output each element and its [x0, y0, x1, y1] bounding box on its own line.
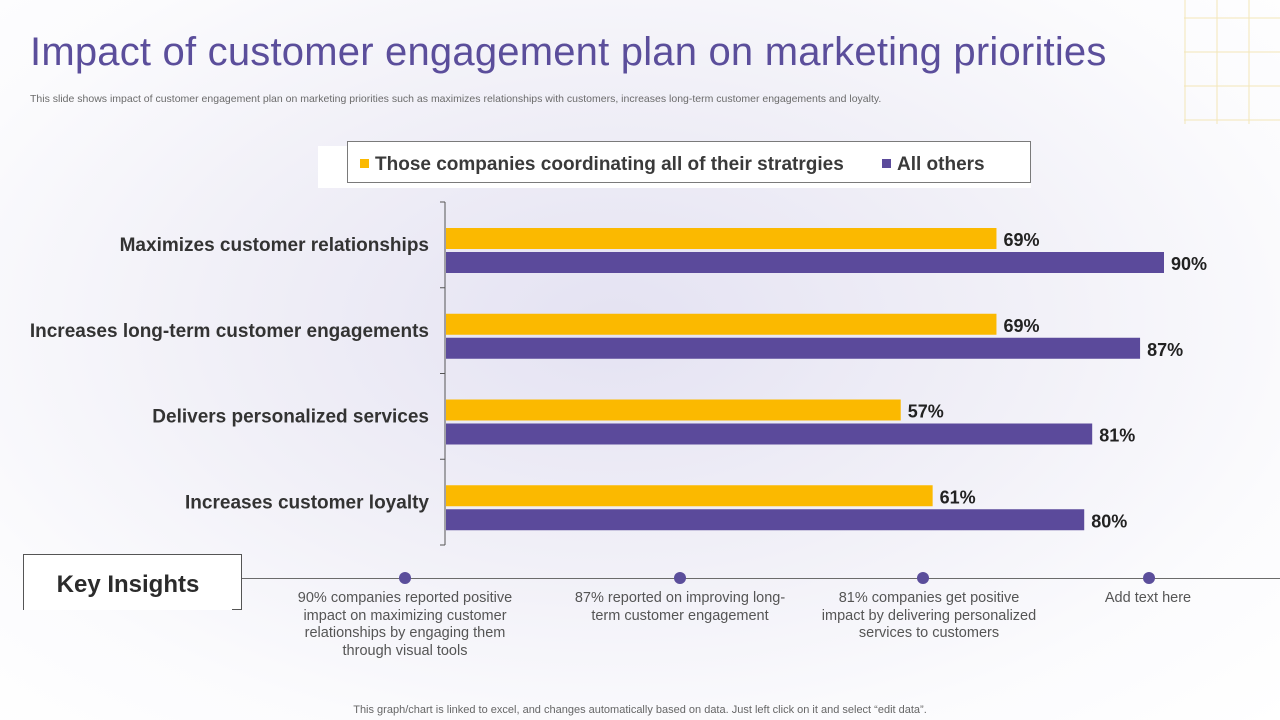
data-label: 61%: [940, 487, 976, 507]
timeline-dot-3: [917, 572, 929, 584]
data-label: 57%: [908, 402, 944, 422]
data-label: 80%: [1091, 511, 1127, 531]
insight-text-2: 87% reported on improving long-term cust…: [574, 590, 786, 624]
bar-series-1: [446, 485, 933, 507]
bar-series-1: [446, 313, 997, 335]
insight-text-3: 81% companies get positive impact by del…: [821, 590, 1037, 641]
legend-swatch-series-b: [882, 159, 891, 168]
bar-series-2: [446, 252, 1164, 273]
legend-label-series-b: All others: [897, 154, 985, 175]
key-insights-label: Key Insights: [24, 562, 232, 610]
category-label: Delivers personalized services: [152, 407, 429, 428]
grid-decoration: [1184, 0, 1280, 124]
timeline-dot-4: [1143, 572, 1155, 584]
bar-series-2: [446, 509, 1085, 531]
category-label: Increases customer loyalty: [185, 492, 429, 513]
page-title: Impact of customer engagement plan on ma…: [30, 30, 1107, 74]
insight-text-1: 90% companies reported positive impact o…: [297, 590, 513, 659]
bar-series-2: [446, 337, 1141, 359]
legend-item-series-b: All others: [882, 154, 985, 176]
insight-text-4: Add text here: [1104, 590, 1192, 606]
legend-label-series-a: Those companies coordinating all of thei…: [375, 154, 844, 175]
bar-series-1: [446, 399, 901, 421]
chart-legend: Those companies coordinating all of thei…: [347, 141, 1031, 183]
timeline-dot-2: [674, 572, 686, 584]
category-label: Increases long-term customer engagements: [30, 321, 429, 342]
data-label: 69%: [1003, 230, 1039, 250]
bar-chart: Maximizes customer relationships 69% 90% In…: [30, 201, 1207, 546]
timeline-dot-1: [399, 572, 411, 584]
legend-item-series-a: Those companies coordinating all of thei…: [360, 154, 844, 176]
timeline-line: [242, 578, 1280, 579]
bar-series-2: [446, 423, 1093, 445]
category-label: Maximizes customer relationships: [120, 235, 429, 256]
page-subtitle: This slide shows impact of customer enga…: [30, 93, 882, 105]
footnote: This graph/chart is linked to excel, and…: [353, 704, 927, 716]
legend-swatch-series-a: [360, 159, 369, 168]
data-label: 81%: [1099, 426, 1135, 446]
data-label: 87%: [1147, 340, 1183, 360]
data-label: 90%: [1171, 254, 1207, 274]
bar-series-1: [446, 228, 997, 249]
data-label: 69%: [1003, 316, 1039, 336]
